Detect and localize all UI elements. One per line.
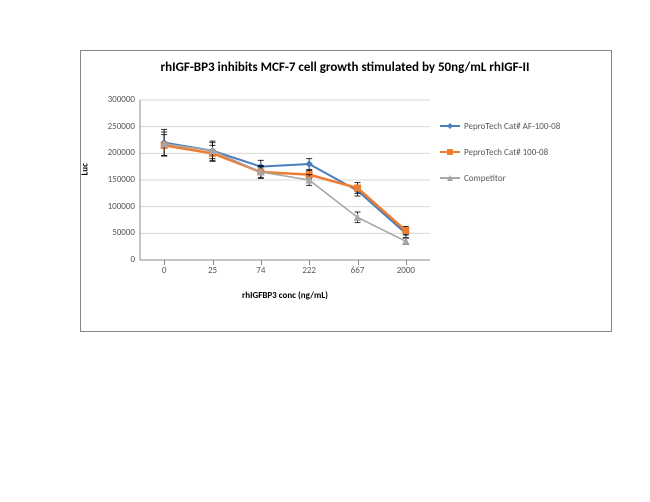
y-tick-label: 200000	[85, 147, 135, 158]
y-tick-label: 0	[85, 254, 135, 265]
chart-title: rhIGF-BP3 inhibits MCF-7 cell growth sti…	[80, 60, 610, 75]
x-tick-label: 25	[193, 265, 233, 276]
y-tick-label: 50000	[85, 227, 135, 238]
legend-marker	[440, 146, 460, 158]
y-tick-label: 150000	[85, 174, 135, 185]
legend-item: PeproTech Cat# AF-100-08	[440, 120, 560, 132]
x-axis-label: rhIGFBP3 conc (ng/mL)	[140, 290, 430, 301]
plot-area	[140, 100, 430, 260]
x-tick-label: 222	[289, 265, 329, 276]
x-tick-label: 667	[338, 265, 378, 276]
y-tick-label: 250000	[85, 121, 135, 132]
legend-label: Competitor	[464, 173, 506, 184]
legend-label: PeproTech Cat# 100-08	[464, 147, 548, 158]
y-tick-label: 100000	[85, 201, 135, 212]
legend-marker	[440, 172, 460, 184]
x-tick-label: 2000	[386, 265, 426, 276]
legend-marker	[440, 120, 460, 132]
legend-item: PeproTech Cat# 100-08	[440, 146, 560, 158]
plot-svg	[140, 100, 430, 260]
x-tick-label: 74	[241, 265, 281, 276]
legend-label: PeproTech Cat# AF-100-08	[464, 121, 560, 132]
x-tick-label: 0	[144, 265, 184, 276]
legend: PeproTech Cat# AF-100-08 PeproTech Cat# 1…	[440, 120, 560, 198]
y-tick-label: 300000	[85, 94, 135, 105]
legend-item: Competitor	[440, 172, 560, 184]
